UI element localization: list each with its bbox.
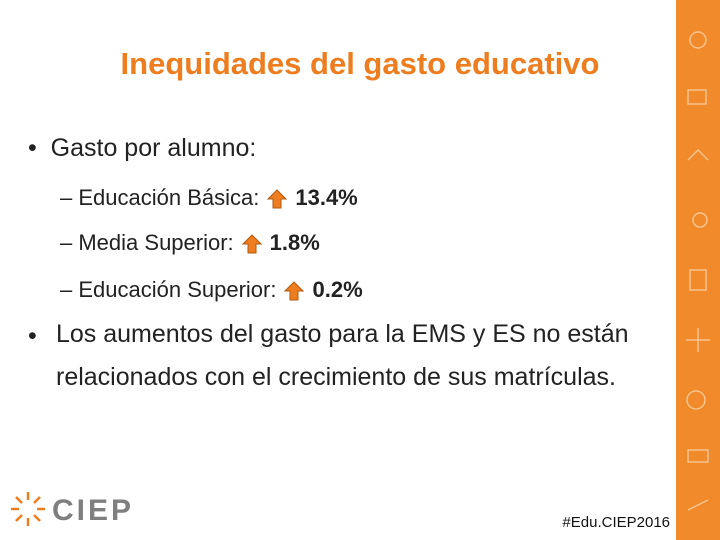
side-strip <box>676 0 720 540</box>
bullet: • Los aumentos del gasto para la EMS y ES… <box>28 320 648 399</box>
sub-label: Educación Básica: <box>78 185 260 210</box>
bullet-text: Gasto por alumno: <box>50 134 257 162</box>
bullet-text: Los aumentos del gasto para la EMS y ES … <box>56 320 629 391</box>
sub-value: 13.4% <box>295 185 358 210</box>
sub-item: – Educación Básica: 13.4% <box>60 185 358 210</box>
bullet: • Gasto por alumno: <box>28 134 257 162</box>
logo: CIEP <box>11 492 134 527</box>
sub-item: – Educación Superior: 0.2% <box>60 277 363 302</box>
logo-text: CIEP <box>52 494 134 527</box>
sub-value: 1.8% <box>269 230 320 255</box>
up-arrow <box>267 189 288 209</box>
sub-item: – Media Superior: 1.8% <box>60 230 320 255</box>
slide-title: Inequidades del gasto educativo <box>120 46 600 81</box>
up-arrow <box>241 234 262 254</box>
hashtag: #Edu.CIEP2016 <box>562 514 670 531</box>
sub-label: Media Superior: <box>78 230 234 255</box>
up-arrow <box>284 281 305 301</box>
sub-value: 0.2% <box>312 277 363 302</box>
sub-label: Educación Superior: <box>78 277 277 302</box>
